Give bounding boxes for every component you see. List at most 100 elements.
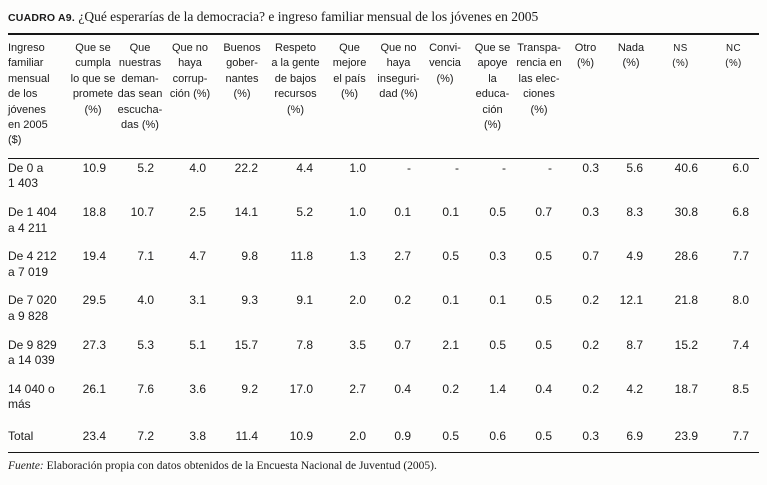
table-cell: 9.3 <box>241 293 258 308</box>
table-number-label: CUADRO A9. <box>8 12 75 24</box>
table-cell: 6.0 <box>732 160 749 175</box>
table-cell: 4.0 <box>137 293 154 308</box>
table-row: 14 040 o más 26.1 7.6 3.6 9.2 17.0 2.7 0… <box>8 380 759 424</box>
table-cell: 9.1 <box>296 293 313 308</box>
table-cell: 0.2 <box>582 293 599 308</box>
table-cell: 0.5 <box>535 293 552 308</box>
table-cell: 28.6 <box>674 249 698 264</box>
table-cell: - <box>502 160 506 175</box>
table-cell: 0.2 <box>394 293 411 308</box>
column-header-ns: NS (%) <box>653 34 708 159</box>
row-header: Total <box>8 428 34 443</box>
table-cell: 10.9 <box>289 428 313 443</box>
column-header: Otro (%) <box>562 34 609 159</box>
table-cell: 0.3 <box>582 205 599 220</box>
table-cell: 26.1 <box>82 381 106 396</box>
table-title-text: ¿Qué esperarías de la democracia? e ingr… <box>74 9 539 24</box>
table-cell: 2.1 <box>442 337 459 352</box>
table-cell: 21.8 <box>674 293 698 308</box>
table-cell: 30.8 <box>674 205 698 220</box>
table-cell: 0.2 <box>442 381 459 396</box>
table-cell: 4.2 <box>626 381 643 396</box>
table-cell: 7.7 <box>732 428 749 443</box>
column-header: Que mejore el país (%) <box>323 34 376 159</box>
row-header: De 7 020 a 9 828 <box>8 293 57 323</box>
table-row: De 7 020 a 9 828 29.5 4.0 3.1 9.3 9.1 2.… <box>8 291 759 335</box>
table-cell: 7.4 <box>732 337 749 352</box>
row-header: De 4 212 a 7 019 <box>8 249 57 279</box>
table-cell: 0.3 <box>582 160 599 175</box>
table-cell: 5.3 <box>137 337 154 352</box>
table-row: De 9 829 a 14 039 27.3 5.3 5.1 15.7 7.8 … <box>8 336 759 380</box>
table-cell: 0.3 <box>582 428 599 443</box>
table-cell: 9.8 <box>241 249 258 264</box>
column-header: Que no haya corrup- ción (%) <box>164 34 216 159</box>
table-cell: 5.2 <box>137 160 154 175</box>
table-cell: 1.3 <box>349 249 366 264</box>
total-row: Total 23.4 7.2 3.8 11.4 10.9 2.0 0.9 0.5… <box>8 424 759 452</box>
table-cell: 0.5 <box>442 249 459 264</box>
table-cell: 1.0 <box>349 160 366 175</box>
table-cell: 27.3 <box>82 337 106 352</box>
table-cell: 0.4 <box>535 381 552 396</box>
table-cell: 2.5 <box>189 205 206 220</box>
column-header: Que nuestras deman- das sean escucha- da… <box>116 34 164 159</box>
table-cell: 3.8 <box>189 428 206 443</box>
table-cell: 23.9 <box>674 428 698 443</box>
row-header: De 0 a 1 403 <box>8 160 44 191</box>
table-cell: 7.1 <box>137 249 154 264</box>
table-cell: 7.7 <box>732 249 749 264</box>
table-cell: 0.2 <box>582 381 599 396</box>
table-cell: 0.3 <box>489 249 506 264</box>
table-cell: 0.5 <box>489 337 506 352</box>
row-header: De 9 829 a 14 039 <box>8 337 57 368</box>
table-cell: 8.7 <box>626 337 643 352</box>
row-header: De 1 404 a 4 211 <box>8 205 57 235</box>
column-header: Convi- vencia (%) <box>421 34 469 159</box>
table-cell: 29.5 <box>82 293 106 308</box>
column-header-nc: NC (%) <box>708 34 759 159</box>
table-cell: 14.1 <box>234 205 258 220</box>
source-label: Fuente: <box>8 459 44 472</box>
table-cell: 6.8 <box>732 205 749 220</box>
table-cell: 0.4 <box>394 381 411 396</box>
table-cell: 0.1 <box>442 205 459 220</box>
source-text: Elaboración propia con datos obtenidos d… <box>43 459 437 472</box>
table-cell: 17.0 <box>289 381 313 396</box>
table-cell: 4.9 <box>626 249 643 264</box>
table-cell: - <box>407 160 411 175</box>
table-cell: 7.6 <box>137 381 154 396</box>
table-cell: 0.5 <box>442 428 459 443</box>
table-cell: 8.0 <box>732 293 749 308</box>
table-cell: 19.4 <box>82 249 106 264</box>
table-cell: 6.9 <box>626 428 643 443</box>
table-cell: 0.6 <box>489 428 506 443</box>
table-cell: 1.0 <box>349 205 366 220</box>
table-cell: 2.7 <box>349 381 366 396</box>
table-cell: 4.0 <box>189 160 206 175</box>
table-cell: 40.6 <box>674 160 698 175</box>
source-note: Fuente: Elaboración propia con datos obt… <box>8 460 759 472</box>
column-header: Que no haya inseguri- dad (%) <box>376 34 421 159</box>
table-cell: 2.0 <box>349 293 366 308</box>
table-cell: 4.4 <box>296 160 313 175</box>
table-cell: 23.4 <box>82 428 106 443</box>
table-cell: 12.1 <box>619 293 643 308</box>
table-cell: 18.8 <box>82 205 106 220</box>
table-cell: 7.2 <box>137 428 154 443</box>
table-cell: 4.7 <box>189 249 206 264</box>
table-cell: 0.7 <box>394 337 411 352</box>
column-header: Que se apoye la educa- ción (%) <box>469 34 516 159</box>
column-header: Nada (%) <box>609 34 653 159</box>
table-cell: 3.5 <box>349 337 366 352</box>
table-cell: - <box>455 160 459 175</box>
table-cell: 0.7 <box>535 205 552 220</box>
table-cell: 8.3 <box>626 205 643 220</box>
table-cell: 7.8 <box>296 337 313 352</box>
table-cell: 0.2 <box>582 337 599 352</box>
data-table: Ingreso familiar mensual de los jóvenes … <box>8 33 759 453</box>
table-cell: 2.0 <box>349 428 366 443</box>
table-cell: 0.1 <box>489 293 506 308</box>
table-cell: 9.2 <box>241 381 258 396</box>
